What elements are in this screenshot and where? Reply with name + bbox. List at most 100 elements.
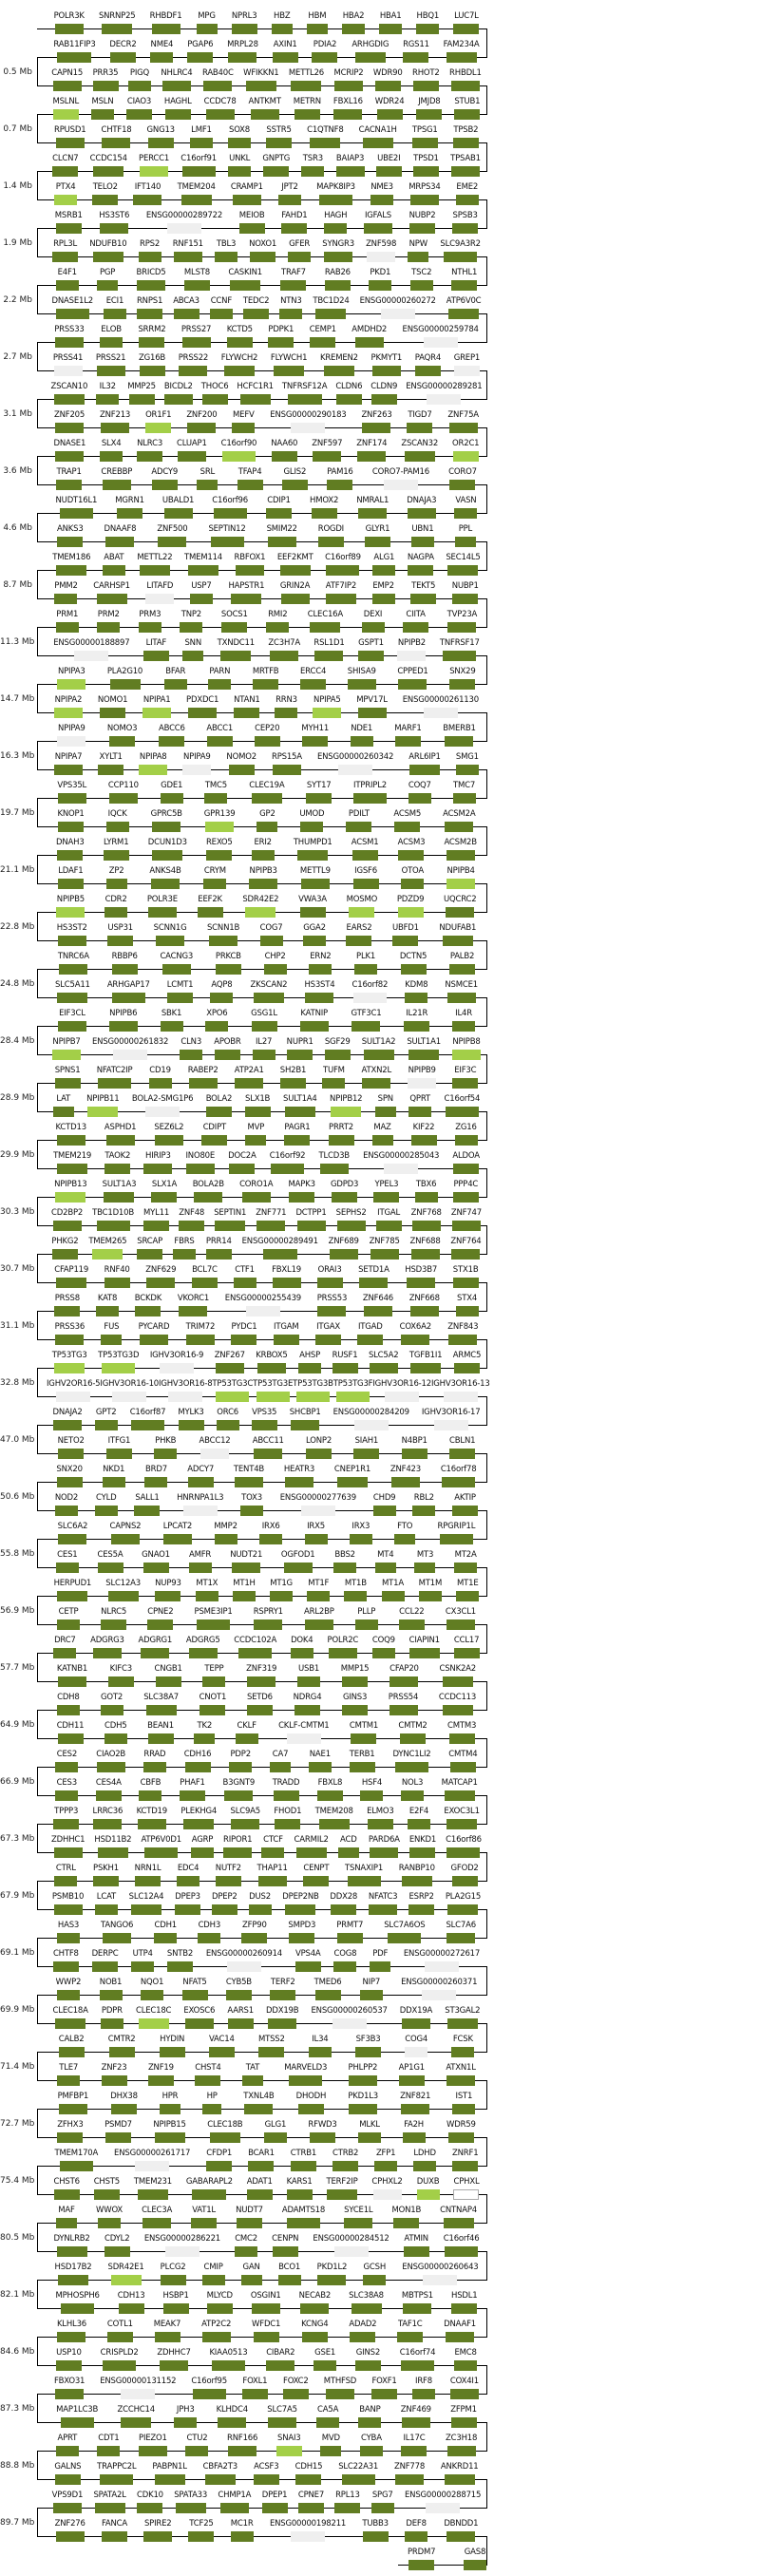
gene-feature[interactable]: E2F4	[407, 1807, 430, 1829]
gene-feature[interactable]: ADAD2	[349, 2320, 377, 2342]
gene-feature[interactable]: MSRB1	[55, 211, 83, 234]
gene-feature[interactable]: PPP4C	[452, 1180, 479, 1203]
gene-bar-dark[interactable]	[286, 2218, 320, 2228]
gene-feature[interactable]: FLYWCH1	[271, 353, 308, 376]
gene-feature[interactable]: CRAMP1	[231, 182, 263, 205]
gene-feature[interactable]: DRC7	[53, 1636, 77, 1658]
gene-bar-dark[interactable]	[299, 1021, 329, 1032]
gene-feature[interactable]: NPIPB9	[408, 1066, 437, 1089]
gene-bar-dark[interactable]	[351, 2303, 382, 2314]
gene-bar-dark[interactable]	[446, 1847, 481, 1858]
gene-feature[interactable]: E4F1	[55, 268, 79, 291]
gene-feature[interactable]: ENSG00000260342	[317, 752, 393, 775]
gene-feature[interactable]: ZDHHC7	[157, 2348, 191, 2371]
gene-feature[interactable]: ATXN1L	[446, 2063, 476, 2086]
gene-bar-dark[interactable]	[98, 2218, 122, 2228]
gene-bar-dark[interactable]	[401, 2104, 430, 2114]
gene-feature[interactable]: RAB26	[325, 268, 351, 291]
gene-feature[interactable]: BOLA2-SMG1P6	[132, 1094, 193, 1117]
gene-bar-dark[interactable]	[328, 1648, 357, 1658]
gene-bar-dark[interactable]	[101, 423, 130, 433]
gene-feature[interactable]: CFDP1	[206, 2149, 232, 2171]
gene-feature[interactable]: OR1F1	[145, 410, 172, 433]
gene-feature[interactable]: CMC2	[235, 2234, 257, 2257]
gene-bar-dark[interactable]	[454, 537, 476, 547]
gene-feature[interactable]: BCKDK	[135, 1294, 162, 1316]
gene-feature[interactable]: ADAMTS18	[282, 2206, 325, 2228]
gene-feature[interactable]: CLEC18B	[207, 2120, 243, 2143]
gene-bar-dark[interactable]	[97, 280, 119, 291]
gene-bar-dark[interactable]	[398, 2075, 425, 2086]
gene-bar-dark[interactable]	[394, 822, 421, 832]
gene-feature[interactable]: MVD	[320, 2434, 342, 2456]
gene-bar-dark[interactable]	[454, 1363, 480, 1373]
gene-feature[interactable]: RUSF1	[332, 1351, 358, 1373]
gene-bar-dark[interactable]	[306, 793, 332, 804]
gene-bar-dark[interactable]	[101, 2531, 127, 2542]
gene-bar-dark[interactable]	[102, 24, 133, 34]
gene-feature[interactable]: NPIPB15	[153, 2120, 186, 2143]
gene-feature[interactable]: REXO5	[206, 838, 233, 861]
gene-bar-dark[interactable]	[289, 1933, 315, 1943]
gene-bar-dark[interactable]	[451, 1221, 481, 1231]
gene-bar-dark[interactable]	[357, 451, 387, 462]
gene-feature[interactable]: DOC2A	[228, 1151, 256, 1174]
gene-bar-dark[interactable]	[290, 1648, 314, 1658]
gene-bar-dark[interactable]	[108, 2047, 135, 2057]
gene-feature[interactable]: THAP11	[257, 1864, 288, 1886]
gene-feature[interactable]: GGA2	[303, 923, 327, 946]
gene-bar-dark[interactable]	[96, 1221, 130, 1231]
gene-bar-dark[interactable]	[294, 1961, 321, 1972]
gene-feature[interactable]: CCL22	[398, 1607, 425, 1630]
gene-feature[interactable]: ACSM2A	[443, 809, 476, 832]
gene-bar-dark[interactable]	[97, 1847, 128, 1858]
gene-feature[interactable]: NUDT7	[236, 2206, 263, 2228]
gene-bar-dark[interactable]	[54, 24, 84, 34]
gene-feature[interactable]: OR2C1	[452, 439, 480, 462]
gene-bar-dark[interactable]	[104, 1164, 131, 1174]
gene-feature[interactable]: AMDHD2	[352, 325, 387, 348]
gene-feature[interactable]: TMEM186	[52, 553, 91, 576]
gene-bar-dark[interactable]	[357, 708, 387, 718]
gene-feature[interactable]: ATP2A1	[235, 1066, 264, 1089]
gene-bar-dark[interactable]	[272, 52, 298, 63]
gene-feature[interactable]: ADCY9	[151, 467, 178, 490]
gene-feature[interactable]: CMTM1	[350, 1721, 378, 1744]
gene-feature[interactable]: ZC3H18	[446, 2434, 477, 2456]
gene-bar-dark[interactable]	[228, 2446, 257, 2456]
gene-bar-dark[interactable]	[294, 1705, 320, 1715]
gene-bar-dark[interactable]	[143, 1221, 170, 1231]
gene-feature[interactable]: IL27	[252, 1037, 276, 1060]
gene-bar-dark[interactable]	[179, 366, 208, 376]
gene-bar-dark[interactable]	[151, 1192, 178, 1203]
gene-bar-dark[interactable]	[375, 166, 402, 177]
gene-bar-dark[interactable]	[57, 1619, 81, 1630]
gene-feature[interactable]: TEDC2	[243, 296, 270, 319]
gene-bar-dark[interactable]	[261, 1847, 285, 1858]
gene-feature[interactable]: FA2H	[402, 2120, 426, 2143]
gene-bar-gray[interactable]	[453, 366, 480, 376]
gene-feature[interactable]: MAP1LC3B	[56, 2405, 98, 2428]
gene-bar-dark[interactable]	[92, 81, 119, 91]
gene-feature[interactable]: TEKT5	[410, 581, 437, 604]
gene-feature[interactable]: PKD1L2	[317, 2263, 347, 2285]
gene-bar-dark[interactable]	[262, 1249, 297, 1260]
gene-bar-dark[interactable]	[251, 2303, 280, 2314]
gene-feature[interactable]: WDR90	[373, 68, 403, 91]
gene-feature[interactable]: CAPNS2	[110, 1522, 142, 1544]
gene-bar-dark[interactable]	[60, 2417, 94, 2428]
gene-bar-dark[interactable]	[294, 109, 320, 120]
gene-bar-dark[interactable]	[56, 1990, 80, 2000]
gene-feature[interactable]: EIF3CL	[57, 1009, 86, 1032]
gene-feature[interactable]: CLDN9	[370, 382, 397, 405]
gene-feature[interactable]: PHKG2	[51, 1237, 79, 1260]
gene-feature[interactable]: ASPHD1	[104, 1123, 137, 1146]
gene-feature[interactable]: CA7	[270, 1750, 292, 1772]
gene-feature[interactable]: OSGIN1	[251, 2291, 281, 2314]
gene-feature[interactable]: SRCAP	[137, 1237, 162, 1260]
gene-bar-dark[interactable]	[228, 52, 257, 63]
gene-bar-dark[interactable]	[300, 679, 327, 690]
gene-feature[interactable]: ENSG00000284209	[333, 1408, 409, 1430]
gene-bar-dark[interactable]	[98, 1078, 132, 1089]
gene-bar-dark[interactable]	[202, 2104, 222, 2114]
